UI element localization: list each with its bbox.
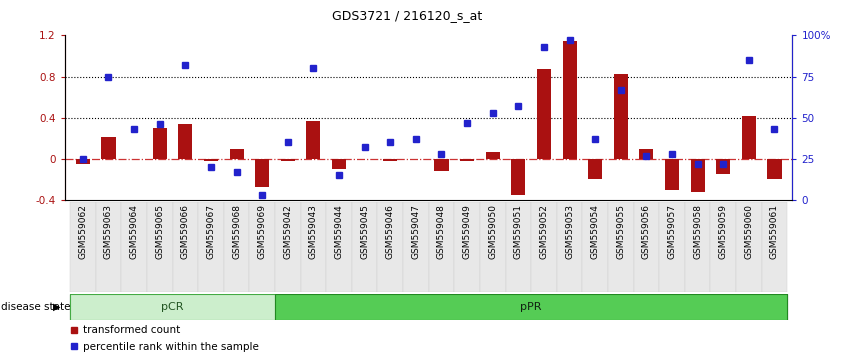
Text: GSM559061: GSM559061 [770,205,779,259]
Bar [762,202,787,292]
Bar [634,202,659,292]
Bar [275,294,787,320]
Bar [352,202,378,292]
Text: GDS3721 / 216120_s_at: GDS3721 / 216120_s_at [332,9,482,22]
Bar [639,149,654,159]
Text: GSM559055: GSM559055 [617,205,625,259]
Text: GSM559059: GSM559059 [719,205,727,259]
Bar [101,137,115,159]
Text: percentile rank within the sample: percentile rank within the sample [83,342,259,352]
Text: GSM559065: GSM559065 [155,205,165,259]
Bar [608,202,634,292]
Text: GSM559069: GSM559069 [258,205,267,259]
Bar [710,202,736,292]
Bar [716,159,730,174]
Bar [435,159,449,171]
Text: GSM559050: GSM559050 [488,205,497,259]
Bar [70,294,275,320]
Text: GSM559052: GSM559052 [540,205,548,259]
Text: transformed count: transformed count [83,325,180,335]
Bar [480,202,506,292]
Text: ▶: ▶ [53,302,61,312]
Bar [383,159,397,161]
Bar [70,202,95,292]
Bar [506,202,531,292]
Text: GSM559051: GSM559051 [514,205,523,259]
Bar [690,159,705,192]
Bar [204,159,218,161]
Text: GSM559049: GSM559049 [462,205,472,259]
Text: GSM559044: GSM559044 [334,205,344,259]
Text: GSM559042: GSM559042 [283,205,293,259]
Bar [281,159,294,161]
Bar [172,202,198,292]
Text: GSM559053: GSM559053 [565,205,574,259]
Bar [223,202,249,292]
Bar [537,69,551,159]
Text: GSM559060: GSM559060 [745,205,753,259]
Text: GSM559054: GSM559054 [591,205,599,259]
Bar [531,202,557,292]
Bar [742,116,756,159]
Bar [685,202,710,292]
Text: GSM559047: GSM559047 [411,205,420,259]
Text: GSM559064: GSM559064 [130,205,139,259]
Bar [582,202,608,292]
Bar [429,202,455,292]
Bar [301,202,326,292]
Text: GSM559062: GSM559062 [79,205,87,259]
Bar [249,202,275,292]
Text: GSM559058: GSM559058 [693,205,702,259]
Bar [665,159,679,190]
Text: GSM559045: GSM559045 [360,205,369,259]
Bar [378,202,403,292]
Bar [332,159,346,169]
Bar [767,159,781,179]
Bar [588,159,602,179]
Bar [486,152,500,159]
Text: pCR: pCR [161,302,184,312]
Bar [563,41,577,159]
Bar [307,121,320,159]
Bar [255,159,269,187]
Bar [614,74,628,159]
Bar [229,149,243,159]
Text: GSM559048: GSM559048 [437,205,446,259]
Bar [76,159,90,164]
Text: GSM559067: GSM559067 [206,205,216,259]
Bar [178,124,192,159]
Bar [736,202,762,292]
Bar [659,202,685,292]
Bar [557,202,582,292]
Bar [275,202,301,292]
Bar [403,202,429,292]
Text: GSM559068: GSM559068 [232,205,241,259]
Bar [147,202,172,292]
Bar [95,202,121,292]
Text: GSM559057: GSM559057 [668,205,676,259]
Bar [152,128,167,159]
Text: GSM559063: GSM559063 [104,205,113,259]
Text: GSM559046: GSM559046 [385,205,395,259]
Bar [511,159,526,195]
Text: GSM559056: GSM559056 [642,205,651,259]
Bar [460,159,475,161]
Text: pPR: pPR [520,302,542,312]
Text: GSM559066: GSM559066 [181,205,190,259]
Bar [198,202,223,292]
Bar [326,202,352,292]
Bar [455,202,480,292]
Text: disease state: disease state [1,302,70,312]
Text: GSM559043: GSM559043 [309,205,318,259]
Bar [121,202,147,292]
